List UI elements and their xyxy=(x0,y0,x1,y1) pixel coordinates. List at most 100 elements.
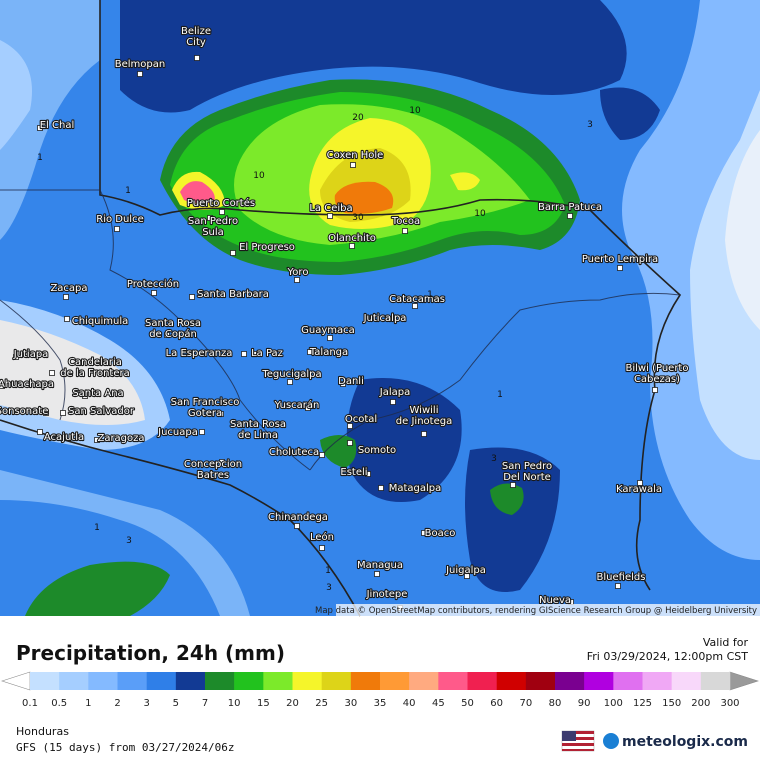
contour-label: 10 xyxy=(409,106,421,116)
legend-swatch xyxy=(30,672,60,690)
attribution: Map data © OpenStreetMap contributors, r… xyxy=(315,606,757,616)
legend-swatch xyxy=(321,672,352,690)
place-label: Choluteca xyxy=(269,447,319,458)
legend-swatch xyxy=(467,672,497,690)
place-label: León xyxy=(310,531,334,543)
title: Precipitation, 24h (mm) xyxy=(16,641,285,665)
legend-tick-label: 7 xyxy=(202,698,208,709)
place-label: Rio Dulce xyxy=(96,214,144,225)
legend-tick-label: 20 xyxy=(286,698,299,709)
legend-tick-label: 200 xyxy=(691,698,710,709)
precip-area xyxy=(0,0,100,240)
legend-tick-label: 100 xyxy=(604,698,623,709)
legend-tick-label: 30 xyxy=(344,698,357,709)
place-marker xyxy=(294,277,300,283)
legend-swatch xyxy=(700,672,731,690)
place-marker xyxy=(241,351,247,357)
place-label: Coxen Hole xyxy=(327,150,384,161)
place-marker xyxy=(347,423,353,429)
place-label: Karawala xyxy=(616,484,662,495)
legend-swatch xyxy=(613,672,643,690)
place-marker xyxy=(378,485,384,491)
legend-tick-label: 2 xyxy=(114,698,120,709)
place-marker xyxy=(364,315,370,321)
coastline xyxy=(0,0,682,617)
place-marker xyxy=(137,71,143,77)
place-marker xyxy=(218,411,224,417)
place-marker xyxy=(402,228,408,234)
contour-labels: 1 1 1 3 3 10 10 10 20 30 1 3 1 3 1 xyxy=(37,106,593,593)
place-label: Del Norte xyxy=(503,472,551,483)
legend-swatch xyxy=(671,672,702,690)
place-label: Chinandega xyxy=(268,512,328,523)
place-marker xyxy=(510,482,516,488)
place-marker xyxy=(219,459,225,465)
legend-swatch xyxy=(438,672,468,690)
place-marker xyxy=(294,523,300,529)
place-marker xyxy=(64,316,70,322)
place-marker xyxy=(464,573,470,579)
place-marker xyxy=(652,387,658,393)
region: Honduras xyxy=(16,725,69,738)
border xyxy=(0,189,681,471)
legend-swatch xyxy=(409,672,439,690)
place-marker xyxy=(13,354,19,360)
place-label: Juigalpa xyxy=(445,565,486,576)
place-label: Nueva xyxy=(539,595,571,606)
place-marker xyxy=(199,429,205,435)
legend-tick-label: 25 xyxy=(315,698,328,709)
place-marker xyxy=(230,250,236,256)
place-label: Barra Patuca xyxy=(538,202,602,213)
place-label: Sula xyxy=(202,227,224,238)
map xyxy=(0,0,760,617)
brand-icon xyxy=(603,733,619,749)
place-marker xyxy=(219,209,225,215)
place-marker xyxy=(82,393,88,399)
place-marker xyxy=(37,125,43,131)
brand[interactable]: meteologix.com xyxy=(622,734,748,750)
legend-tick-label: 125 xyxy=(633,698,652,709)
place-label: Concepcion xyxy=(184,459,242,470)
precip-area xyxy=(0,40,32,150)
place-label: Cabezas) xyxy=(634,374,680,385)
place-label: Matagalpa xyxy=(389,483,442,494)
place-label: Ahuachapa xyxy=(0,379,54,390)
place-label: El Chal xyxy=(40,120,75,131)
legend-tick-label: 5 xyxy=(173,698,179,709)
place-marker xyxy=(189,294,195,300)
legend-swatch xyxy=(380,672,410,690)
color-legend: 0.1 0.5 1 2 3 5 7 10 15 20 25 30 35 40 45 50 60 70 80 90 100… xyxy=(1,671,759,709)
contour-label: 3 xyxy=(126,536,132,546)
place-marker xyxy=(43,410,49,416)
place-marker xyxy=(49,370,55,376)
place-label: Jinotepe xyxy=(366,589,408,600)
legend-tick-label: 300 xyxy=(720,698,739,709)
legend-over xyxy=(729,671,759,691)
contour-label: 1 xyxy=(94,523,100,533)
place-label: Yoro xyxy=(287,267,309,278)
place-marker xyxy=(567,213,573,219)
contour-label: 3 xyxy=(587,120,593,130)
model-run: GFS (15 days) from 03/27/2024/06z xyxy=(16,741,235,754)
place-label: Danli xyxy=(338,376,364,387)
place-label: Zaragoza xyxy=(97,433,144,444)
place-label: San Pedro xyxy=(502,461,552,472)
place-label: La Ceiba xyxy=(309,203,352,214)
place-marker xyxy=(349,243,355,249)
place-label: San Francisco xyxy=(171,397,240,408)
place-label: Boaco xyxy=(425,528,456,539)
place-label: Jucuapa xyxy=(157,427,198,438)
contour-label: 1 xyxy=(427,290,433,300)
legend-tick-label: 40 xyxy=(403,698,416,709)
precip-area xyxy=(465,447,560,592)
place-marker xyxy=(421,530,427,536)
legend-swatch xyxy=(263,672,293,690)
place-label: Santa Barbara xyxy=(197,289,269,300)
place-marker xyxy=(615,583,621,589)
place-label: Puerto Lempira xyxy=(582,254,658,265)
contour-label: 3 xyxy=(326,583,332,593)
legend-swatch xyxy=(496,672,527,690)
legend-tick-label: 15 xyxy=(257,698,270,709)
place-label: Zacapa xyxy=(50,283,87,294)
